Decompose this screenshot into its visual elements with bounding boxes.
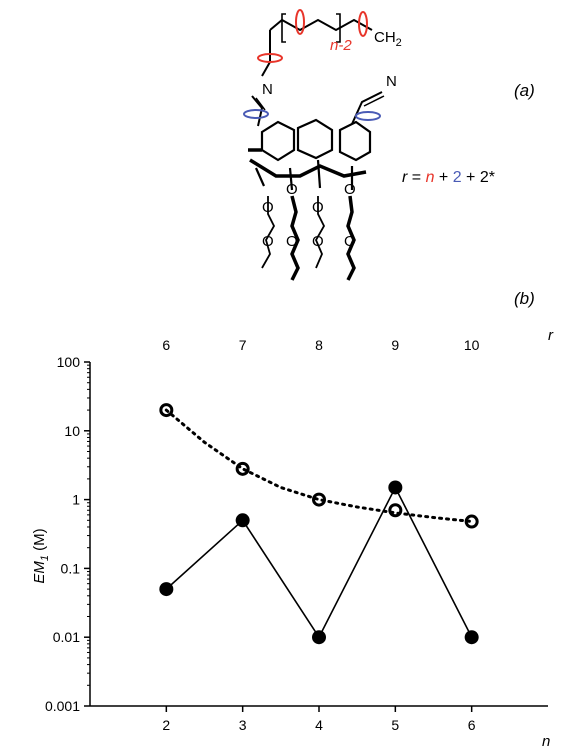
- o-atom: O: [262, 233, 274, 250]
- y-tick-label: 0.001: [45, 698, 80, 714]
- ch2-label: CH2: [374, 29, 402, 49]
- y-tick-label: 100: [57, 354, 81, 370]
- o-atom: O: [344, 181, 356, 198]
- y-tick-label: 10: [64, 423, 80, 439]
- y-tick-label: 0.1: [61, 560, 81, 576]
- ring-size-formula: r = n + 2 + 2*: [402, 169, 495, 186]
- o-atom: O: [312, 199, 324, 216]
- top-tick-label: 10: [464, 337, 480, 353]
- y-tick-label: 0.01: [53, 629, 80, 645]
- y-tick-label: 1: [72, 492, 80, 508]
- x-tick-label: 6: [468, 717, 476, 733]
- x-tick-label: 5: [391, 717, 399, 733]
- x-tick-label: 3: [239, 717, 247, 733]
- red-rotation-arrow-icon: [257, 9, 368, 63]
- repeat-bracket: [281, 13, 341, 43]
- filled-point: [159, 582, 174, 597]
- o-atom: O: [312, 233, 324, 250]
- filled-point: [464, 630, 479, 645]
- series-line-0: [165, 485, 473, 639]
- n-atom-left: N: [262, 81, 273, 98]
- y-ticks: 100 10 1 0.1 0.01 0.001: [45, 354, 90, 714]
- aromatic-rings: [248, 118, 372, 191]
- x-tick-label: 2: [162, 717, 170, 733]
- imine-left: [251, 95, 264, 127]
- axes: [89, 362, 548, 707]
- filled-point: [312, 630, 326, 645]
- top-tick-label: 9: [391, 337, 399, 353]
- top-tick-label: 6: [162, 337, 170, 353]
- filled-point: [388, 480, 403, 495]
- panel-label-a: (a): [514, 81, 535, 100]
- o-atom: O: [286, 233, 298, 250]
- n-atom-right: N: [386, 73, 397, 90]
- ether-chains: [261, 195, 356, 281]
- x-tick-label: 4: [315, 717, 323, 733]
- series-layer: [159, 403, 479, 645]
- o-atom: O: [286, 181, 298, 198]
- filled-point: [235, 513, 250, 528]
- calixarene-structure: [243, 9, 385, 281]
- top-x-ticks: 6 7 8 9 10: [162, 337, 479, 353]
- alkyl-chain: [269, 18, 373, 32]
- blue-rotation-arrow-icon: [243, 109, 381, 121]
- linker-left: [261, 30, 271, 77]
- o-atom: O: [344, 233, 356, 250]
- y-axis-title: EM1 (M): [31, 528, 51, 583]
- o-atom: O: [262, 199, 274, 216]
- dotted-fit-line: [164, 408, 474, 523]
- panel-label-b: (b): [514, 289, 535, 308]
- x-axis-title: n: [542, 733, 550, 749]
- x-ticks: 2 3 4 5 6: [162, 706, 476, 733]
- structure-labels: CH2 n-2 N N O O O O O O O O r = n + 2 + …: [262, 29, 495, 250]
- top-tick-label: 8: [315, 337, 323, 353]
- top-axis-title: r: [548, 327, 554, 344]
- n-minus-2-label: n-2: [330, 37, 352, 54]
- top-tick-label: 7: [239, 337, 247, 353]
